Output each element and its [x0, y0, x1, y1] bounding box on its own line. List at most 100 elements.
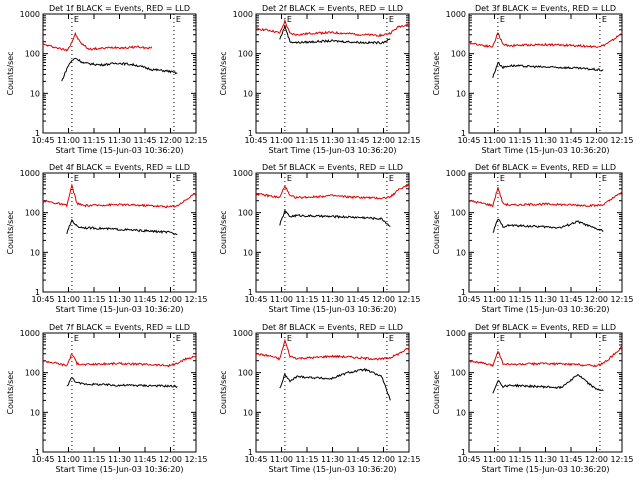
x-tick-label: 11:00: [270, 136, 293, 145]
x-tick-label: 11:00: [57, 136, 80, 145]
chart-title: Det 3f BLACK = Events, RED = LLD: [475, 4, 616, 13]
event-marker-label: E: [287, 15, 292, 24]
y-axis-label: Counts/sec: [219, 51, 228, 95]
y-tick-label: 10: [456, 248, 466, 257]
x-tick-label: 11:30: [534, 295, 557, 304]
y-tick-label: 10: [456, 89, 466, 98]
y-tick-label: 1: [461, 288, 466, 297]
event-marker-label: E: [176, 334, 181, 343]
x-tick-label: 12:15: [184, 455, 207, 464]
events-series-line: [492, 61, 604, 79]
x-tick-label: 12:15: [397, 136, 420, 145]
chart-panel-4: Det 4f BLACK = Events, RED = LLD 1 10 100 10…: [6, 163, 208, 314]
y-tick-label: 1: [35, 448, 40, 457]
x-tick-label: 11:45: [346, 295, 369, 304]
chart-panel-3: Det 3f BLACK = Events, RED = LLD 1 10 100 10…: [432, 4, 634, 155]
lld-series-line: [468, 346, 623, 368]
x-tick-label: 11:30: [321, 455, 344, 464]
y-axis-label: Counts/sec: [432, 210, 441, 254]
y-tick-label: 1: [461, 129, 466, 138]
x-tick-label: 11:00: [270, 455, 293, 464]
event-marker-label: E: [500, 174, 505, 183]
x-tick-label: 12:15: [610, 455, 633, 464]
events-series-line: [492, 218, 604, 233]
chart-panel-8: Det 8f BLACK = Events, RED = LLD 1 10 100 10…: [219, 323, 421, 474]
chart-panel-7: Det 7f BLACK = Events, RED = LLD 1 10 100 10…: [6, 323, 208, 474]
x-tick-label: 11:45: [559, 295, 582, 304]
y-tick-label: 1000: [20, 10, 40, 19]
y-axis-label: Counts/sec: [6, 51, 15, 95]
x-tick-label: 11:00: [483, 136, 506, 145]
x-tick-label: 12:15: [610, 136, 633, 145]
x-axis-label: Start Time (15-Jun-03 10:36:20): [482, 146, 610, 155]
x-tick-label: 11:00: [270, 295, 293, 304]
y-tick-label: 1: [248, 288, 253, 297]
event-marker-label: E: [602, 15, 607, 24]
x-tick-label: 11:15: [508, 455, 531, 464]
x-tick-label: 12:15: [610, 295, 633, 304]
x-tick-label: 11:00: [483, 295, 506, 304]
y-tick-label: 100: [451, 369, 466, 378]
event-marker-label: E: [389, 15, 394, 24]
x-tick-label: 10:45: [244, 455, 267, 464]
lld-series-line: [255, 18, 410, 38]
x-tick-label: 11:45: [346, 455, 369, 464]
events-series-line: [61, 57, 178, 82]
chart-title: Det 2f BLACK = Events, RED = LLD: [262, 4, 403, 13]
y-tick-label: 1000: [20, 169, 40, 178]
plot-frame: [42, 13, 197, 134]
x-tick-label: 11:15: [82, 295, 105, 304]
chart-title: Det 4f BLACK = Events, RED = LLD: [49, 163, 190, 172]
event-marker-label: E: [74, 174, 79, 183]
x-tick-label: 12:15: [184, 136, 207, 145]
x-axis-label: Start Time (15-Jun-03 10:36:20): [56, 305, 184, 314]
chart-title: Det 7f BLACK = Events, RED = LLD: [49, 323, 190, 332]
y-tick-label: 100: [451, 209, 466, 218]
x-tick-label: 11:00: [483, 455, 506, 464]
chart-title: Det 6f BLACK = Events, RED = LLD: [475, 163, 616, 172]
y-tick-label: 100: [238, 369, 253, 378]
event-marker-label: E: [389, 334, 394, 343]
x-tick-label: 12:00: [372, 136, 395, 145]
lld-series-line: [42, 353, 197, 368]
y-tick-label: 100: [238, 50, 253, 59]
x-tick-label: 11:30: [534, 136, 557, 145]
x-tick-label: 11:45: [133, 136, 156, 145]
y-tick-label: 1000: [233, 329, 253, 338]
lld-series-line: [42, 183, 197, 209]
x-tick-label: 12:15: [397, 455, 420, 464]
chart-title: Det 9f BLACK = Events, RED = LLD: [475, 323, 616, 332]
event-marker-label: E: [74, 334, 79, 343]
x-tick-label: 11:15: [82, 136, 105, 145]
events-series-line: [279, 208, 391, 227]
events-series-line: [279, 367, 391, 401]
events-series-line: [279, 24, 391, 45]
x-tick-label: 11:15: [508, 136, 531, 145]
x-tick-label: 10:45: [457, 455, 480, 464]
x-tick-label: 11:15: [295, 136, 318, 145]
chart-panel-1: Det 1f BLACK = Events, RED = LLD 1 10 100 10…: [6, 4, 208, 155]
event-marker-label: E: [74, 15, 79, 24]
x-tick-label: 12:00: [372, 455, 395, 464]
y-axis-label: Counts/sec: [432, 51, 441, 95]
y-tick-label: 100: [25, 50, 40, 59]
event-marker-label: E: [602, 174, 607, 183]
x-tick-label: 11:30: [321, 136, 344, 145]
chart-panel-5: Det 5f BLACK = Events, RED = LLD 1 10 100 10…: [219, 163, 421, 314]
x-axis-label: Start Time (15-Jun-03 10:36:20): [269, 146, 397, 155]
x-tick-label: 11:30: [108, 295, 131, 304]
x-tick-label: 11:15: [295, 455, 318, 464]
plot-frame: [468, 13, 623, 134]
y-tick-label: 10: [30, 248, 40, 257]
lld-series-line: [255, 338, 410, 361]
chart-title: Det 5f BLACK = Events, RED = LLD: [262, 163, 403, 172]
y-tick-label: 10: [243, 89, 253, 98]
x-axis-label: Start Time (15-Jun-03 10:36:20): [269, 305, 397, 314]
events-series-line: [66, 376, 178, 389]
y-tick-label: 1: [35, 129, 40, 138]
lld-series-line: [468, 187, 623, 208]
x-tick-label: 11:45: [559, 136, 582, 145]
x-tick-label: 10:45: [31, 455, 54, 464]
x-tick-label: 10:45: [31, 295, 54, 304]
